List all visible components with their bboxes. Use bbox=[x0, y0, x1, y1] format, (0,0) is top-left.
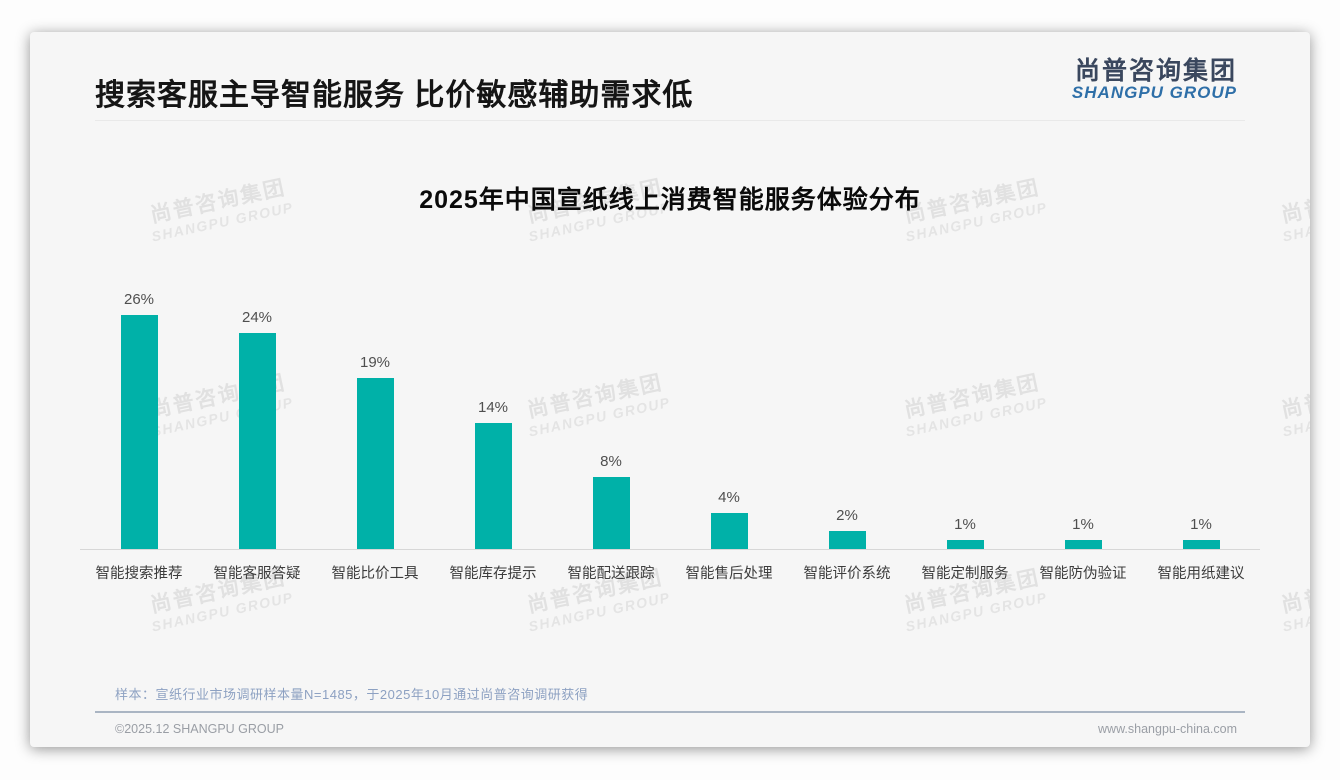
bar bbox=[1182, 540, 1220, 549]
bar bbox=[1064, 540, 1102, 549]
company-logo: 尚普咨询集团 SHANGPU GROUP bbox=[1072, 58, 1237, 102]
bar-value-label: 8% bbox=[600, 453, 622, 470]
bar-value-label: 1% bbox=[1072, 516, 1094, 533]
bar-value-label: 19% bbox=[359, 354, 391, 371]
bar-group: 4% bbox=[670, 489, 788, 549]
bar bbox=[828, 531, 866, 549]
bar-group: 2% bbox=[788, 507, 906, 549]
company-logo-cn: 尚普咨询集团 bbox=[1074, 57, 1237, 85]
bar-value-label: 26% bbox=[123, 291, 155, 308]
footer-copyright: ©2025.12 SHANGPU GROUP bbox=[115, 722, 284, 736]
bar-group: 1% bbox=[1024, 516, 1142, 549]
company-logo-en: SHANGPU GROUP bbox=[1071, 83, 1237, 103]
category-label: 智能库存提示 bbox=[449, 566, 537, 582]
bar-group: 19% bbox=[316, 354, 434, 549]
category-label: 智能配送跟踪 bbox=[567, 566, 655, 582]
footer-divider bbox=[95, 711, 1245, 713]
slide-content: 搜索客服主导智能服务 比价敏感辅助需求低 尚普咨询集团 SHANGPU GROU… bbox=[30, 32, 1310, 747]
bar bbox=[120, 315, 158, 549]
bar-value-label: 2% bbox=[836, 507, 858, 524]
title-divider bbox=[95, 120, 1245, 121]
category-label: 智能防伪验证 bbox=[1039, 566, 1127, 582]
bar bbox=[710, 513, 748, 549]
sample-footnote: 样本：宣纸行业市场调研样本量N=1485，于2025年10月通过尚普咨询调研获得 bbox=[115, 687, 589, 702]
category-label: 智能搜索推荐 bbox=[95, 566, 183, 582]
bar-group: 1% bbox=[1142, 516, 1260, 549]
bar bbox=[356, 378, 394, 549]
category-label: 智能定制服务 bbox=[921, 566, 1009, 582]
bar-group: 24% bbox=[198, 309, 316, 549]
bar-chart-plot: 26% 24% 19% 14% 8% 4% 2% 1% 1% 1% bbox=[80, 272, 1260, 550]
bar-value-label: 4% bbox=[718, 489, 740, 506]
bar-group: 26% bbox=[80, 291, 198, 549]
category-axis: 智能搜索推荐 智能客服答疑 智能比价工具 智能库存提示 智能配送跟踪 智能售后处理 智能评价… bbox=[80, 562, 1260, 583]
category-label: 智能售后处理 bbox=[685, 566, 773, 582]
chart-title: 2025年中国宣纸线上消费智能服务体验分布 bbox=[419, 186, 921, 214]
category-label: 智能用纸建议 bbox=[1157, 566, 1245, 582]
bar-value-label: 1% bbox=[954, 516, 976, 533]
bar-value-label: 14% bbox=[477, 399, 509, 416]
bar-value-label: 1% bbox=[1190, 516, 1212, 533]
footer-url: www.shangpu-china.com bbox=[1098, 722, 1237, 736]
category-label: 智能比价工具 bbox=[331, 566, 419, 582]
footer: ©2025.12 SHANGPU GROUP www.shangpu-china… bbox=[115, 722, 1237, 736]
bar-group: 1% bbox=[906, 516, 1024, 549]
category-label: 智能评价系统 bbox=[803, 566, 891, 582]
bar-value-label: 24% bbox=[241, 309, 273, 326]
bar bbox=[238, 333, 276, 549]
slide-card: 尚普咨询集团 SHANGPU GROUP 尚普咨询集团 SHANGPU GROUP 尚普… bbox=[30, 32, 1310, 747]
bar-group: 14% bbox=[434, 399, 552, 549]
bar-group: 8% bbox=[552, 453, 670, 549]
bar bbox=[592, 477, 630, 549]
category-label: 智能客服答疑 bbox=[213, 566, 301, 582]
page-title: 搜索客服主导智能服务 比价敏感辅助需求低 bbox=[95, 79, 694, 112]
bar bbox=[946, 540, 984, 549]
bar bbox=[474, 423, 512, 549]
